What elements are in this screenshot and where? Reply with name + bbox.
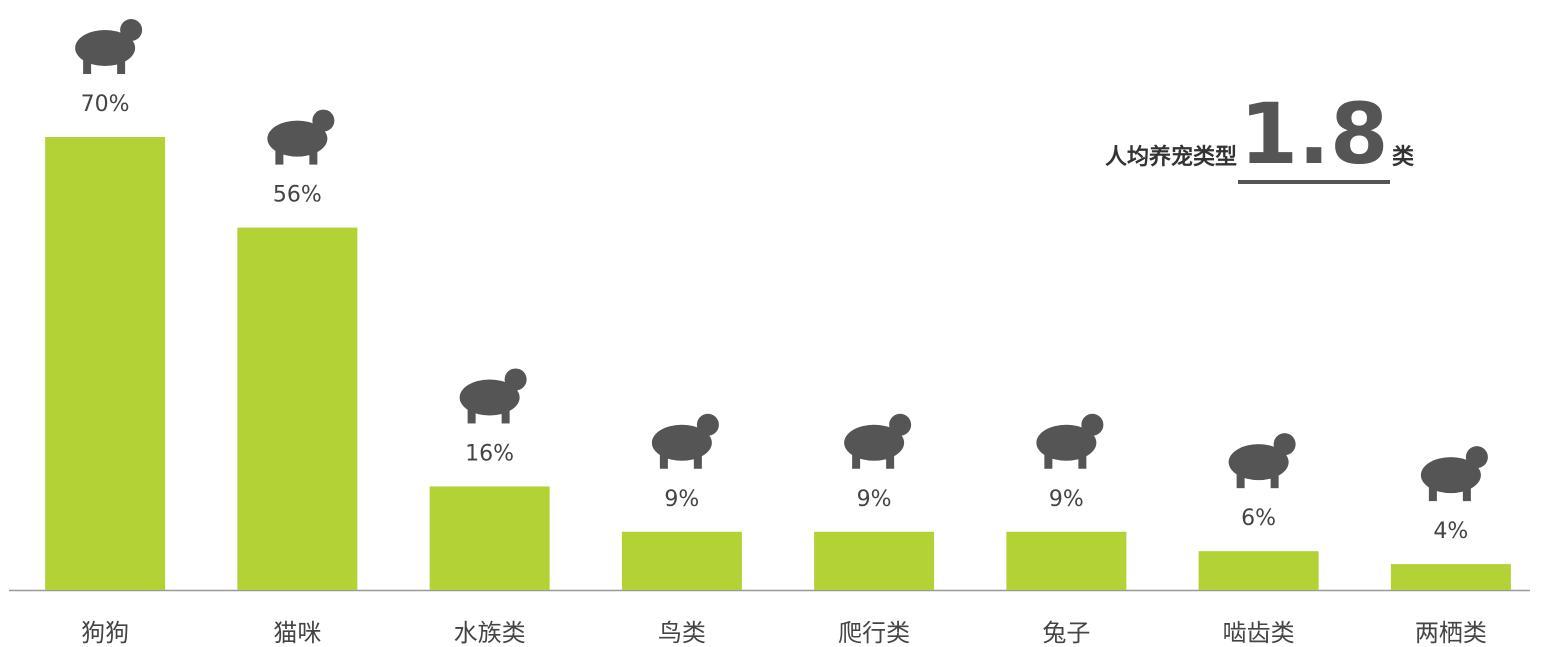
pet-icon bbox=[267, 109, 335, 165]
icon-leg bbox=[852, 450, 861, 469]
icon-head bbox=[889, 413, 912, 436]
value-label: 16% bbox=[465, 441, 514, 466]
icon-leg bbox=[1462, 483, 1471, 502]
pet-icon bbox=[1036, 413, 1104, 469]
value-label: 9% bbox=[857, 487, 892, 512]
icon-leg bbox=[1270, 470, 1279, 489]
pet-icon bbox=[1228, 433, 1296, 489]
bar bbox=[429, 486, 550, 590]
value-label: 6% bbox=[1241, 506, 1276, 531]
x-tick-label: 爬行类 bbox=[838, 619, 910, 647]
x-tick-label: 狗狗 bbox=[81, 619, 129, 647]
bar bbox=[814, 531, 935, 590]
icon-head bbox=[312, 109, 335, 132]
value-label: 56% bbox=[273, 183, 322, 208]
icon-leg bbox=[1078, 450, 1087, 469]
bar bbox=[237, 227, 358, 590]
value-label: 9% bbox=[664, 487, 699, 512]
pet-icon bbox=[844, 413, 912, 469]
bar bbox=[1390, 564, 1511, 590]
icon-head bbox=[120, 19, 143, 41]
x-tick-label: 兔子 bbox=[1042, 619, 1090, 647]
icon-leg bbox=[275, 146, 284, 165]
x-tick-label: 水族类 bbox=[454, 619, 526, 647]
icon-head bbox=[1081, 413, 1104, 436]
icon-leg bbox=[467, 405, 476, 424]
pet-icon bbox=[75, 19, 143, 74]
icon-leg bbox=[1428, 483, 1437, 502]
icon-head bbox=[696, 413, 719, 436]
bar bbox=[45, 137, 166, 590]
annotation-suffix: 类 bbox=[1392, 145, 1415, 170]
icon-leg bbox=[501, 405, 510, 424]
icon-leg bbox=[659, 450, 668, 469]
annotation-value: 1.8 bbox=[1240, 85, 1389, 183]
pet-icon bbox=[651, 413, 719, 469]
icon-leg bbox=[886, 450, 895, 469]
icon-head bbox=[504, 368, 527, 391]
x-tick-label: 两栖类 bbox=[1415, 619, 1487, 647]
icon-head bbox=[1465, 446, 1488, 469]
annotation-prefix: 人均养宠类型 bbox=[1105, 144, 1237, 170]
icon-leg bbox=[309, 146, 318, 165]
x-tick-label: 啮齿类 bbox=[1223, 619, 1295, 647]
icon-leg bbox=[117, 56, 126, 74]
x-tick-label: 鸟类 bbox=[658, 619, 706, 647]
value-label: 9% bbox=[1049, 487, 1084, 512]
bar bbox=[621, 531, 742, 590]
bar bbox=[1198, 551, 1319, 590]
pet-icon bbox=[459, 368, 527, 424]
icon-leg bbox=[693, 450, 702, 469]
bar bbox=[1006, 531, 1127, 590]
icon-leg bbox=[1044, 450, 1053, 469]
pet-icon bbox=[1420, 446, 1488, 502]
x-tick-label: 猫咪 bbox=[273, 619, 321, 647]
icon-head bbox=[1273, 433, 1296, 456]
value-label: 4% bbox=[1433, 519, 1468, 544]
icon-leg bbox=[1236, 470, 1245, 489]
value-label: 70% bbox=[81, 92, 130, 117]
icon-leg bbox=[83, 56, 92, 74]
